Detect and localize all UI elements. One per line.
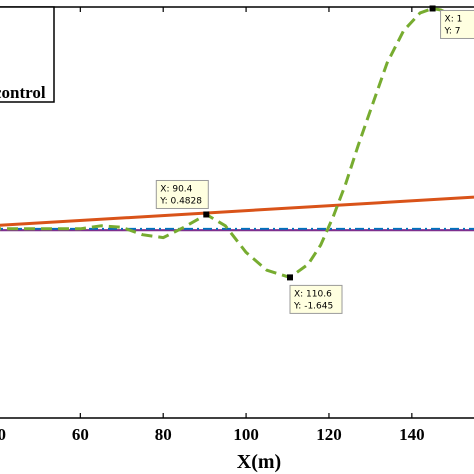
legend-entry-control: control xyxy=(0,83,46,102)
datatip-x-text: X: 90.4 xyxy=(160,184,192,194)
datatip-y-text: Y: 0.4828 xyxy=(159,196,202,206)
datatip-box xyxy=(440,9,474,39)
series-line-orange xyxy=(0,195,474,227)
legend[interactable]: control xyxy=(0,6,55,103)
datatip: X: 110.6 Y: -1.645 xyxy=(287,274,343,314)
x-tick-label: 140 xyxy=(399,425,425,444)
x-axis: 40 60 80 100 120 140 xyxy=(0,7,425,444)
datatip-marker xyxy=(287,274,294,281)
series-line-green xyxy=(0,7,474,279)
x-tick-label: 120 xyxy=(316,425,342,444)
datatip-box xyxy=(289,284,343,314)
x-axis-label: X(m) xyxy=(237,451,281,473)
x-tick-label: 100 xyxy=(233,425,259,444)
datatip-y-text: Y: -1.645 xyxy=(293,301,333,311)
datatip-layer: X: 90.4 Y: 0.4828 X: 110.6 Y: -1.645 X: 1 Y: … xyxy=(155,5,474,314)
datatip-y-text: Y: 7 xyxy=(444,26,461,36)
datatip-marker xyxy=(203,211,210,218)
datatip: X: 1 Y: 7 xyxy=(429,5,474,39)
datatip-x-text: X: 1 xyxy=(445,14,463,24)
x-tick-label: 60 xyxy=(72,425,89,444)
series-layer xyxy=(0,7,474,279)
x-tick-label: 40 xyxy=(0,425,6,444)
datatip-x-text: X: 110.6 xyxy=(294,289,332,299)
x-tick-label: 80 xyxy=(155,425,172,444)
datatip: X: 90.4 Y: 0.4828 xyxy=(155,179,210,218)
datatip-box xyxy=(155,179,209,209)
datatip-marker xyxy=(429,5,436,12)
